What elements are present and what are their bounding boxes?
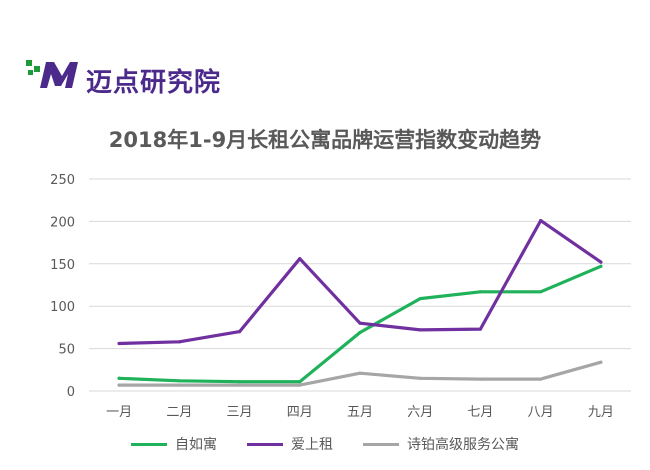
y-tick-label: 50 <box>58 343 75 358</box>
y-tick-label: 0 <box>67 385 75 400</box>
data-point-s2-2 <box>237 383 242 387</box>
x-tick-label: 三月 <box>227 405 253 420</box>
data-point-s2-0 <box>117 383 121 387</box>
data-point-s0-3 <box>298 380 302 384</box>
data-point-s0-4 <box>358 330 362 335</box>
data-point-s0-0 <box>117 376 121 380</box>
data-point-s1-8 <box>599 260 603 264</box>
legend-item-2: 诗铂高级服务公寓 <box>363 434 519 454</box>
y-tick-label: 200 <box>50 215 75 230</box>
chart-legend: 自如寓 爱上租 诗铂高级服务公寓 <box>0 434 650 454</box>
data-point-s0-7 <box>539 290 543 294</box>
x-tick-label: 四月 <box>287 405 313 420</box>
data-point-s2-3 <box>298 383 302 387</box>
x-tick-label: 九月 <box>588 405 614 420</box>
x-tick-label: 六月 <box>407 405 433 420</box>
data-point-s0-6 <box>478 290 483 294</box>
data-point-s1-1 <box>177 340 181 344</box>
x-tick-label: 八月 <box>528 405 554 420</box>
data-point-s1-0 <box>117 341 121 346</box>
legend-swatch <box>131 442 167 446</box>
data-point-s2-7 <box>539 377 543 381</box>
data-point-s1-7 <box>539 218 543 223</box>
y-tick-label: 100 <box>50 300 75 315</box>
data-point-s0-1 <box>177 379 181 383</box>
data-point-s2-4 <box>358 371 362 375</box>
legend-label: 自如寓 <box>175 437 217 453</box>
data-point-s1-3 <box>298 257 302 261</box>
y-tick-label: 150 <box>50 258 75 273</box>
data-point-s0-8 <box>599 264 603 268</box>
legend-item-0: 自如寓 <box>131 434 217 454</box>
company-logo <box>26 60 78 88</box>
x-tick-label: 五月 <box>347 405 373 420</box>
chart-title: 2018年1-9月长租公寓品牌运营指数变动趋势 <box>108 128 542 152</box>
data-point-s0-5 <box>418 296 422 301</box>
data-point-s2-8 <box>599 360 603 364</box>
y-tick-label: 250 <box>50 173 75 188</box>
data-point-s2-5 <box>418 376 422 380</box>
data-point-s2-1 <box>177 383 181 387</box>
data-point-s2-6 <box>478 377 483 381</box>
legend-label: 诗铂高级服务公寓 <box>407 437 519 453</box>
x-tick-label: 七月 <box>467 405 493 420</box>
series-line-1 <box>117 219 603 346</box>
logo-text: 迈点研究院 <box>86 68 222 98</box>
legend-label: 爱上租 <box>291 437 333 453</box>
data-point-s1-6 <box>478 327 483 331</box>
x-tick-label: 二月 <box>166 405 192 420</box>
legend-item-1: 爱上租 <box>247 434 333 454</box>
data-point-s0-2 <box>237 380 242 384</box>
legend-swatch <box>247 442 283 446</box>
x-tick-label: 一月 <box>106 405 132 420</box>
data-point-s1-4 <box>358 321 362 325</box>
legend-swatch <box>363 442 399 446</box>
data-point-s1-2 <box>237 330 242 334</box>
data-point-s1-5 <box>418 328 422 332</box>
